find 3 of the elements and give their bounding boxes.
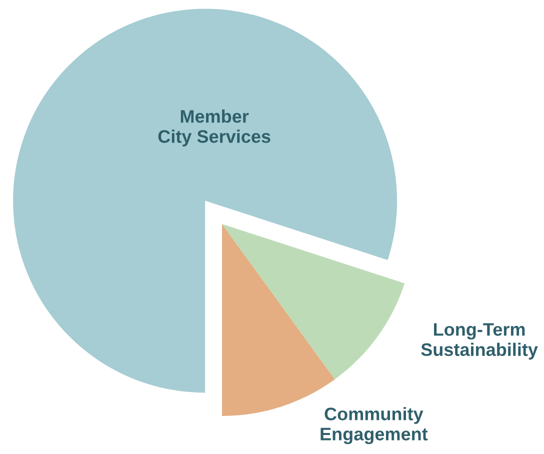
slice-label: Member City Services xyxy=(158,110,270,146)
slice-label: Community Engagement xyxy=(320,407,428,444)
slice-label: Long-Term Sustainability xyxy=(421,323,538,360)
